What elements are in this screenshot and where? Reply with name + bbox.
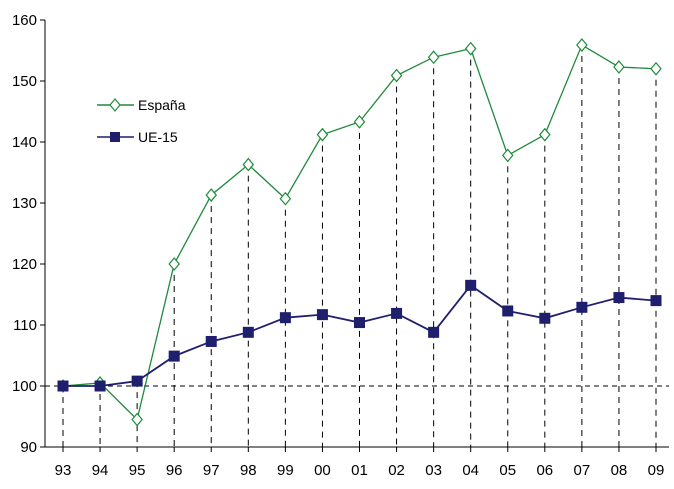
data-point-espana	[279, 191, 292, 206]
data-point-espana	[650, 61, 662, 76]
data-point-ue15	[576, 301, 588, 313]
data-point-espana	[131, 412, 143, 427]
x-tick-label: 96	[166, 462, 183, 479]
legend-label: UE-15	[138, 129, 178, 145]
x-tick-label: 09	[648, 462, 665, 479]
data-point-ue15	[465, 279, 477, 291]
data-point-ue15	[650, 295, 662, 307]
x-tick-label: 07	[574, 462, 591, 479]
y-tick-label: 150	[12, 73, 37, 90]
data-point-espana	[390, 68, 403, 83]
x-tick-label: 94	[92, 462, 109, 479]
x-tick-label: 02	[388, 462, 405, 479]
data-point-ue15	[354, 317, 365, 329]
data-point-espana	[576, 38, 588, 52]
data-point-ue15	[279, 312, 291, 324]
x-tick-label: 95	[129, 462, 146, 479]
y-tick-label: 130	[12, 195, 37, 212]
x-tick-label: 04	[462, 462, 479, 479]
legend-label: España	[138, 97, 186, 113]
data-point-ue15	[205, 335, 217, 347]
legend-marker-diamond	[109, 98, 121, 112]
data-point-ue15	[613, 292, 625, 304]
data-point-ue15	[391, 307, 403, 319]
data-point-ue15	[168, 350, 180, 362]
data-point-espana	[539, 127, 551, 142]
y-tick-label: 160	[12, 12, 37, 29]
y-tick-label: 110	[13, 317, 37, 334]
y-tick-label: 120	[12, 256, 37, 273]
x-tick-label: 05	[499, 462, 516, 479]
data-point-ue15	[94, 380, 106, 392]
x-tick-label: 03	[425, 462, 442, 479]
data-point-espana	[316, 127, 329, 142]
data-point-ue15	[428, 326, 440, 338]
x-tick-label: 93	[55, 462, 72, 479]
data-point-ue15	[242, 326, 254, 338]
x-tick-label: 08	[611, 462, 628, 479]
data-point-ue15	[502, 305, 514, 317]
x-tick-label: 06	[536, 462, 553, 479]
data-point-espana	[205, 188, 218, 203]
x-tick-label: 01	[351, 462, 368, 479]
data-point-espana	[353, 114, 366, 129]
data-point-ue15	[57, 380, 69, 392]
data-point-ue15	[539, 312, 551, 324]
x-tick-label: 98	[240, 462, 257, 479]
legend-marker-square	[110, 132, 120, 142]
data-point-ue15	[316, 309, 328, 321]
x-tick-label: 99	[277, 462, 294, 479]
data-point-espana	[242, 157, 255, 172]
x-tick-label: 97	[203, 462, 220, 479]
data-point-espana	[464, 41, 477, 56]
data-point-espana	[613, 60, 625, 74]
y-tick-label: 140	[12, 134, 37, 151]
y-tick-label: 100	[12, 378, 37, 395]
data-point-espana	[168, 257, 180, 271]
x-tick-label: 00	[314, 462, 331, 479]
data-point-espana	[501, 148, 514, 163]
y-tick-label: 90	[20, 439, 37, 456]
data-point-espana	[427, 50, 440, 65]
data-point-ue15	[131, 375, 143, 387]
